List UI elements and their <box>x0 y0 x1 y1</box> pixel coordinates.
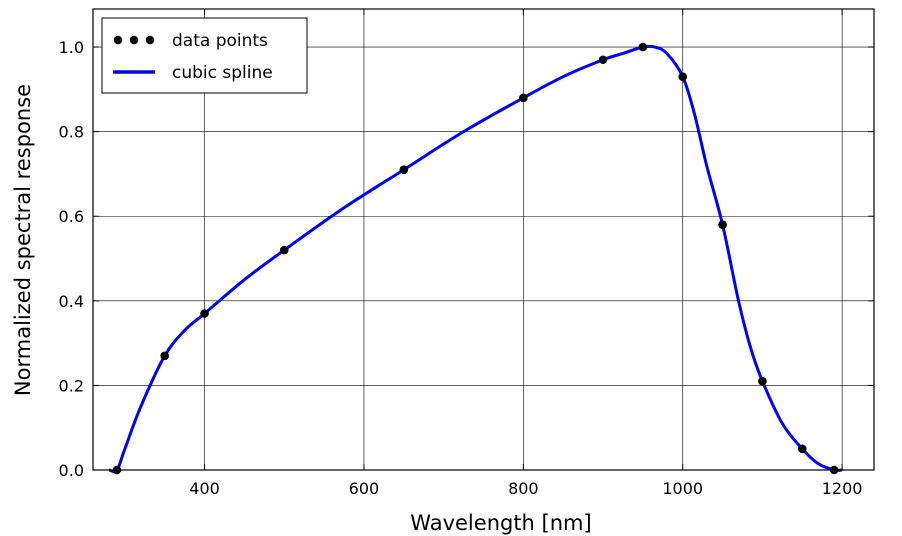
data-point <box>718 220 727 229</box>
data-point <box>678 72 688 81</box>
y-tick-label: 1.0 <box>59 38 84 57</box>
legend: data points cubic spline <box>101 17 308 94</box>
legend-label-data-points: data points <box>172 31 268 51</box>
y-tick-label: 0.6 <box>59 207 84 226</box>
data-point <box>200 309 209 318</box>
y-tick-label: 0.0 <box>59 461 84 480</box>
data-point <box>399 165 409 175</box>
axis-ticks <box>93 9 874 471</box>
y-tick-label: 0.4 <box>59 292 84 311</box>
legend-frame <box>101 17 308 94</box>
x-tick-label: 600 <box>349 479 380 498</box>
y-tick-label: 0.8 <box>59 123 84 142</box>
data-point <box>638 42 648 52</box>
x-tick-label: 1200 <box>822 479 863 498</box>
spline-layer <box>108 44 843 474</box>
data-point <box>519 93 528 103</box>
data-point <box>797 444 807 454</box>
x-tick-label: 400 <box>189 479 220 498</box>
legend-marker-dot-2 <box>129 35 139 45</box>
data-point <box>160 351 170 361</box>
data-point <box>598 55 608 65</box>
y-tick-label: 0.2 <box>59 376 84 395</box>
x-tick-label: 800 <box>508 479 539 498</box>
data-point <box>279 245 289 255</box>
legend-marker-dot-3 <box>145 35 155 45</box>
cubic-spline-line <box>108 44 843 474</box>
data-point <box>758 376 767 386</box>
legend-label-cubic-spline: cubic spline <box>172 63 273 83</box>
legend-marker-dot-1 <box>113 35 123 45</box>
plot-area-frame <box>92 8 875 471</box>
x-tick-label: 1000 <box>662 479 703 498</box>
y-axis-title: Normalized spectral response <box>11 84 35 396</box>
x-axis-title: Wavelength [nm] <box>410 511 591 535</box>
